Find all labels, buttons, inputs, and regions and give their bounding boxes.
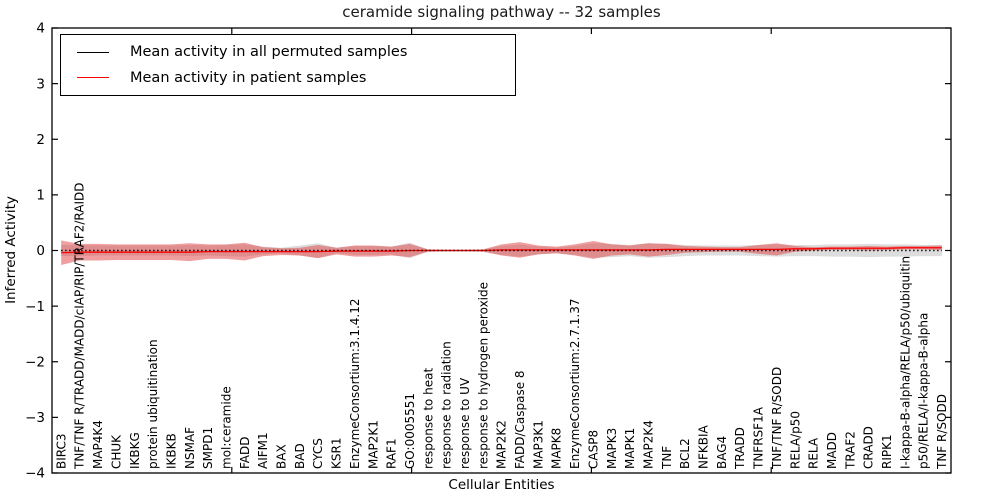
entity-label: TNF [660,446,674,470]
y-tick-label: −1 [25,299,45,315]
chart-title: ceramide signaling pathway -- 32 samples [342,3,661,21]
entity-label: TNF/TNF R/SODD [770,367,784,470]
entity-label: TNF/TNF R/TRADD/MADD/cIAP/RIP/TRAF2/RAID… [73,183,87,471]
entity-label: MAP2K4 [641,420,655,469]
entity-label: BAD [293,443,307,469]
entity-label: SMPD1 [201,427,215,469]
entity-label: MAP3K1 [531,420,545,469]
x-axis-label: Cellular Entities [448,477,555,493]
entity-label: AIFM1 [256,432,270,469]
legend-item-permuted: Mean activity in all permuted samples [61,44,515,60]
entity-label: BIRC3 [54,433,68,469]
entity-label: IKBKB [164,433,178,469]
entity-label: MADD [825,432,839,469]
entity-label: MAPK1 [623,428,637,469]
entity-label: TNFRSF1A [752,406,766,470]
legend: Mean activity in all permuted samples Me… [60,34,516,96]
entity-label: RAF1 [385,438,399,469]
y-tick-label: 2 [36,132,45,148]
y-tick-label: 3 [36,76,45,92]
entity-label: CASP8 [586,430,600,469]
patient-line-swatch [77,77,109,79]
entity-label: p50/RELA/I-kappa-B-alpha [917,313,931,469]
y-tick-label: 1 [36,188,45,204]
legend-item-patient: Mean activity in patient samples [61,70,515,86]
entity-label: FADD/Caspase 8 [513,370,527,469]
entity-label: NSMAF [183,427,197,469]
entity-label: MAP2K2 [495,420,509,469]
entity-label: CRADD [862,426,876,469]
entity-label: MAPK8 [550,428,564,469]
y-tick-label: −4 [25,466,45,482]
entity-label: TRADD [733,427,747,470]
y-tick-label: 0 [36,243,45,259]
entity-label: IKBKG [128,432,142,469]
entity-label: MAP2K1 [366,420,380,469]
entity-label: response to radiation [440,341,454,469]
legend-label-permuted: Mean activity in all permuted samples [130,44,408,61]
entity-label: response to UV [458,377,472,469]
entity-label: I-kappa-B-alpha/RELA/p50/ubiquitin [898,256,912,469]
entity-label: EnzymeConsortium:2.7.1.37 [568,298,582,469]
y-tick-label: −3 [25,410,45,426]
patient-band [61,240,942,265]
entity-label: KSR1 [330,438,344,469]
entity-label: RELA [807,437,821,469]
entity-label: BCL2 [678,438,692,469]
y-axis-label: Inferred Activity [3,196,19,304]
entity-label: BAX [275,444,289,469]
entity-label: protein ubiquitination [146,339,160,469]
entity-label: TNF R/SODD [935,394,949,470]
y-tick-label: 4 [36,21,45,37]
entity-label: response to heat [421,367,435,469]
entity-label: mol:ceramide [219,386,233,469]
entity-label: RIPK1 [880,434,894,469]
entity-label: TRAF2 [843,431,857,470]
entity-label: GO:0005551 [403,393,417,469]
entity-label: NFKBIA [697,424,711,469]
permuted-line-swatch [77,51,109,53]
entity-label: CHUK [109,434,123,469]
entity-label: FADD [238,437,252,470]
entity-label: CYCS [311,438,325,469]
entity-label: MAPK3 [605,428,619,469]
entity-label: response to hydrogen peroxide [476,282,490,469]
legend-label-patient: Mean activity in patient samples [130,69,367,86]
entity-label: MAP4K4 [91,420,105,469]
entity-label: BAG4 [715,436,729,469]
entity-label: EnzymeConsortium:3.1.4.12 [348,298,362,469]
y-tick-label: −2 [25,354,45,370]
entity-label: RELA/p50 [788,411,802,469]
